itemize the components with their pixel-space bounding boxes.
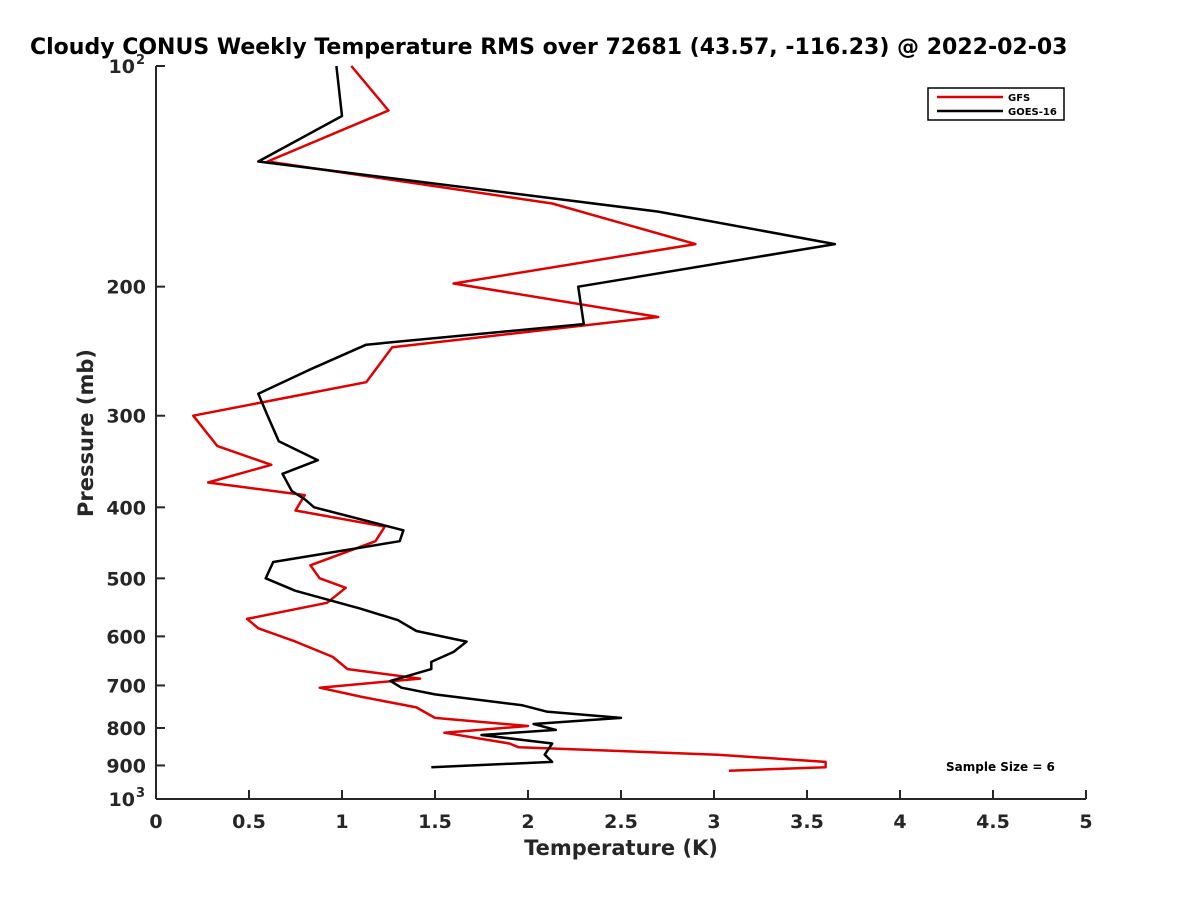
x-tick-label: 5 [1079,811,1092,833]
y-tick-label: 10 [109,56,135,78]
x-tick-label: 1.5 [418,811,452,833]
series-layer [191,65,837,772]
y-tick-exponent: 3 [136,786,145,801]
series-line-gfs [191,65,827,772]
y-tick-label: 600 [106,626,146,648]
legend-label-gfs: GFS [1008,93,1030,104]
x-tick-label: 0 [149,811,162,833]
y-tick-label: 400 [106,497,146,519]
y-axis-label: Pressure (mb) [74,349,98,517]
legend-label-goes16: GOES-16 [1008,107,1057,118]
y-tick-label: 300 [106,406,146,428]
legend: GFS GOES-16 [927,87,1065,121]
chart-title: Cloudy CONUS Weekly Temperature RMS over… [30,35,1067,60]
y-tick-label: 500 [106,568,146,590]
x-tick-label: 3 [707,811,720,833]
y-tick-exponent: 2 [136,53,145,68]
x-axis-label: Temperature (K) [524,836,718,860]
x-tick-label: 3.5 [790,811,824,833]
sample-size-annotation: Sample Size = 6 [946,760,1055,774]
x-tick-label: 4.5 [976,811,1010,833]
y-tick-label: 900 [106,755,146,777]
x-tick-label: 0.5 [232,811,266,833]
y-tick-label: 10 [109,789,135,811]
x-tick-label: 4 [893,811,906,833]
y-tick-label: 200 [106,277,146,299]
x-tick-label: 1 [335,811,348,833]
y-tick-label: 800 [106,718,146,740]
x-tick-label: 2.5 [604,811,638,833]
axes [155,66,1086,800]
legend-box [927,87,1065,121]
x-ticks: 0 0.5 1 1.5 2 2.5 3 3.5 4 4.5 5 [149,790,1093,833]
series-line-goes16 [257,65,837,769]
x-tick-label: 2 [521,811,534,833]
y-tick-label: 700 [106,675,146,697]
